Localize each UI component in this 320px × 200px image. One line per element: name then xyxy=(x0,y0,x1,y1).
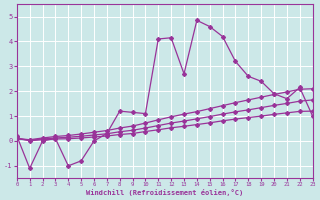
X-axis label: Windchill (Refroidissement éolien,°C): Windchill (Refroidissement éolien,°C) xyxy=(86,189,243,196)
